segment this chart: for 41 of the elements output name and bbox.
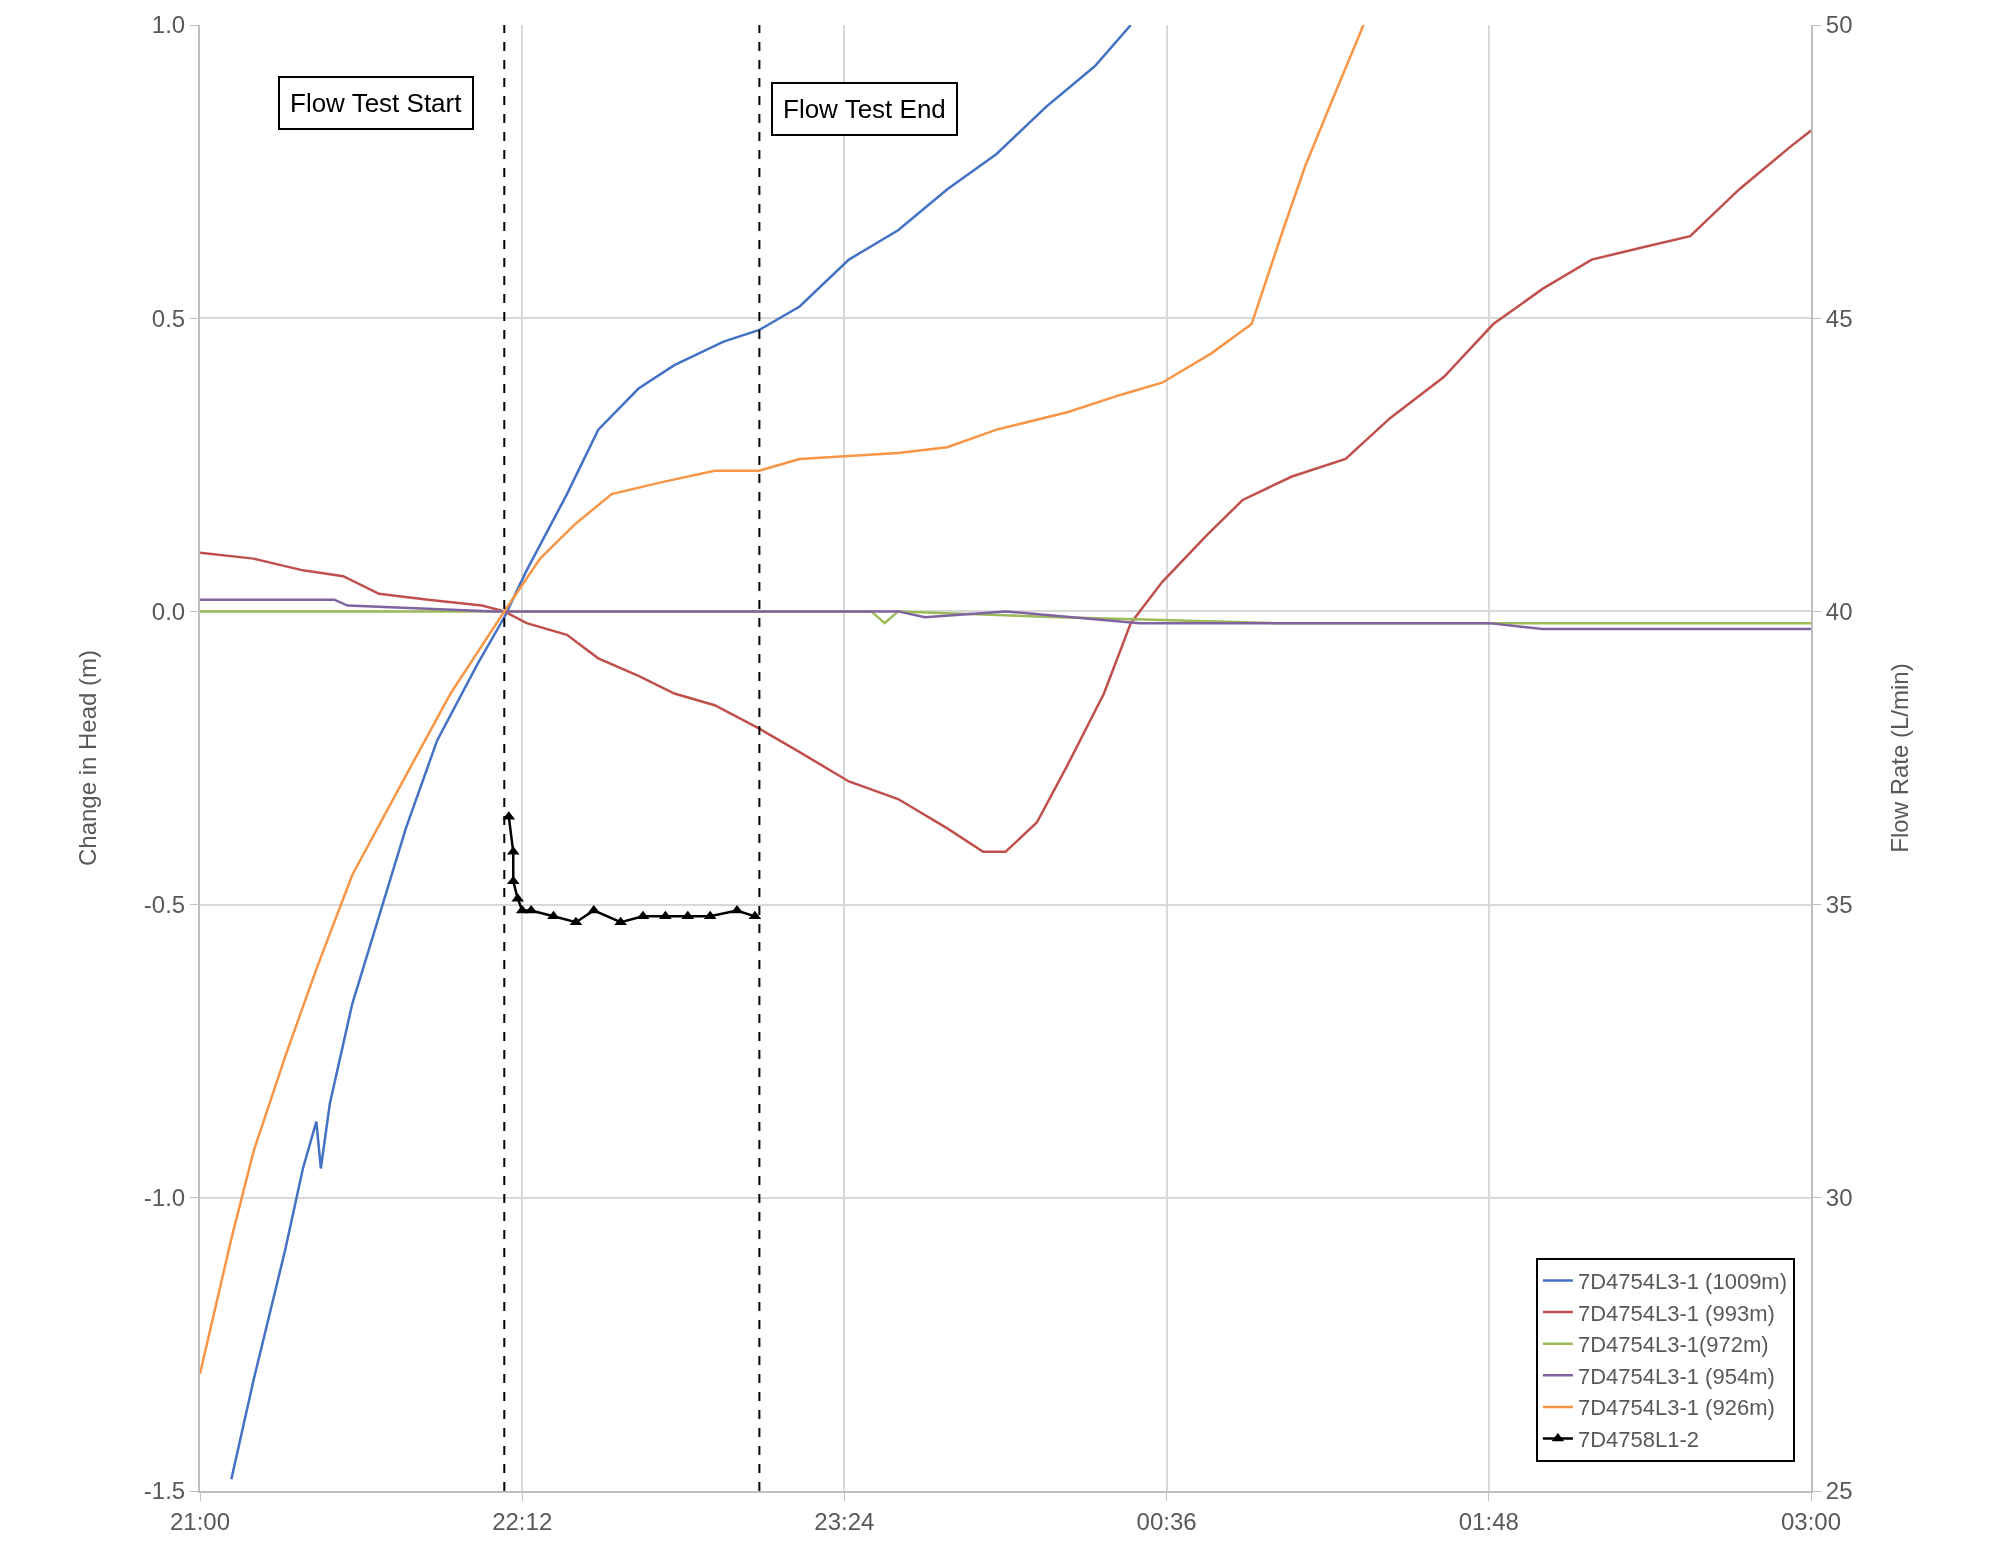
y-tick-label: 0.5	[151, 304, 186, 332]
x-tick-label: 22:12	[492, 1507, 553, 1535]
y-tick-label: 1.0	[151, 11, 186, 39]
legend-label: 7D4754L3-1 (954m)	[1577, 1363, 1775, 1389]
legend-label: 7D4754L3-1 (993m)	[1577, 1300, 1775, 1326]
point	[703, 910, 717, 920]
point	[681, 910, 695, 920]
ref-line-label: Flow Test Start	[290, 88, 463, 118]
point	[547, 910, 560, 920]
legend-label: 7D4754L3-1 (1009m)	[1577, 1269, 1788, 1295]
ref-line-label: Flow Test End	[783, 94, 946, 124]
point	[587, 904, 601, 914]
x-tick-label: 03:00	[1780, 1507, 1842, 1535]
y-tick-label: -1.0	[143, 1184, 186, 1212]
line-series	[200, 129, 1811, 854]
y-tick-label: -0.5	[143, 891, 186, 918]
y2-tick-label: 30	[1825, 1184, 1853, 1212]
y2-tick-label: 35	[1825, 891, 1853, 918]
point	[748, 910, 762, 920]
line-series	[200, 598, 1811, 631]
point	[524, 904, 538, 914]
y2-tick-label: 40	[1825, 597, 1853, 625]
line-series	[230, 25, 1133, 1481]
point	[730, 904, 744, 914]
legend-label: 7D4754L3-1 (926m)	[1577, 1395, 1775, 1421]
y2-tick-label: 25	[1825, 1477, 1853, 1505]
y2-tick-label: 50	[1825, 11, 1853, 39]
y-tick-label: -1.5	[143, 1477, 186, 1505]
x-tick-label: 21:00	[169, 1507, 231, 1535]
x-tick-label: 23:24	[814, 1507, 875, 1535]
x-tick-label: 01:48	[1458, 1507, 1519, 1535]
x-tick-label: 00:36	[1136, 1507, 1197, 1535]
y-axis-title: Change in Head (m)	[74, 649, 102, 867]
y2-axis-title: Flow Rate (L/min)	[1886, 663, 1914, 853]
point	[659, 910, 672, 920]
legend-label: 7D4754L3-1(972m)	[1577, 1332, 1769, 1358]
line-series	[200, 25, 1365, 1375]
point	[636, 910, 650, 920]
legend-label: 7D4758L1-2	[1577, 1427, 1699, 1453]
y2-tick-label: 45	[1825, 304, 1853, 332]
y-tick-label: 0.0	[151, 597, 186, 625]
